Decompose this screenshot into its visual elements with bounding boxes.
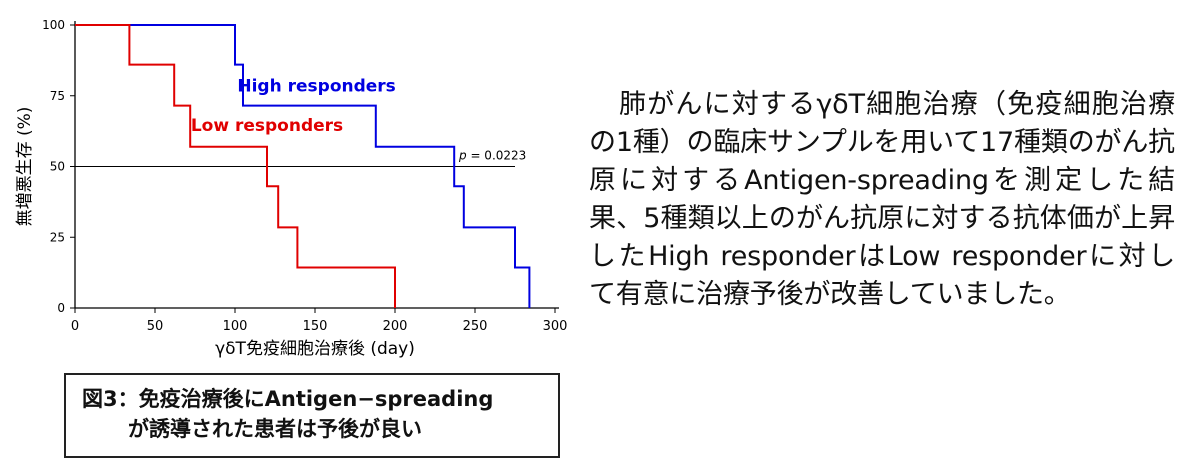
x-tick-label: 0	[71, 319, 79, 334]
series-label-low: Low responders	[191, 116, 343, 136]
y-tick-label: 100	[42, 18, 65, 32]
figure-caption: 図3：免疫治療後にAntigen−spreading が誘導された患者は予後が良…	[64, 373, 560, 458]
y-tick-label: 50	[50, 160, 65, 174]
x-tick-label: 300	[543, 319, 568, 334]
x-tick-label: 100	[223, 319, 248, 334]
survival-chart: 0 50 100 150 200 250 300 0 25 50 75 100 γδT免疫細胞治療後 (…	[15, 18, 567, 359]
p-label: p	[458, 148, 470, 162]
p-value-annotation: p = 0.0223	[458, 148, 526, 162]
series-line-high	[75, 24, 531, 308]
x-tick-label: 200	[383, 319, 408, 334]
x-axis-title: γδT免疫細胞治療後 (day)	[215, 339, 415, 359]
chart-axes: 0 50 100 150 200 250 300 0 25 50 75 100 γδT免疫細胞治療後 (…	[15, 18, 567, 359]
series-line-low	[75, 24, 396, 308]
series-lines	[75, 24, 531, 308]
p-value: = 0.0223	[470, 148, 526, 162]
y-tick-label: 25	[50, 230, 65, 244]
description-paragraph: 肺がんに対するγδT細胞治療（免疫細胞治療の1種）の臨床サンプルを用いて17種類…	[589, 86, 1175, 314]
x-tick-label: 250	[463, 319, 488, 334]
y-tick-label: 75	[50, 89, 65, 103]
description-text: 肺がんに対するγδT細胞治療（免疫細胞治療の1種）の臨床サンプルを用いて17種類…	[589, 89, 1175, 310]
x-tick-label: 150	[303, 319, 328, 334]
x-tick-label: 50	[147, 319, 164, 334]
caption-line-1: 図3：免疫治療後にAntigen−spreading	[82, 387, 494, 411]
caption-line-2: が誘導された患者は予後が良い	[128, 417, 422, 441]
y-axis-title: 無増悪生存 (%)	[15, 107, 35, 227]
series-label-high: High responders	[237, 77, 395, 97]
y-tick-label: 0	[57, 301, 65, 315]
chart-labels: High responders Low responders p = 0.0223	[191, 77, 526, 163]
